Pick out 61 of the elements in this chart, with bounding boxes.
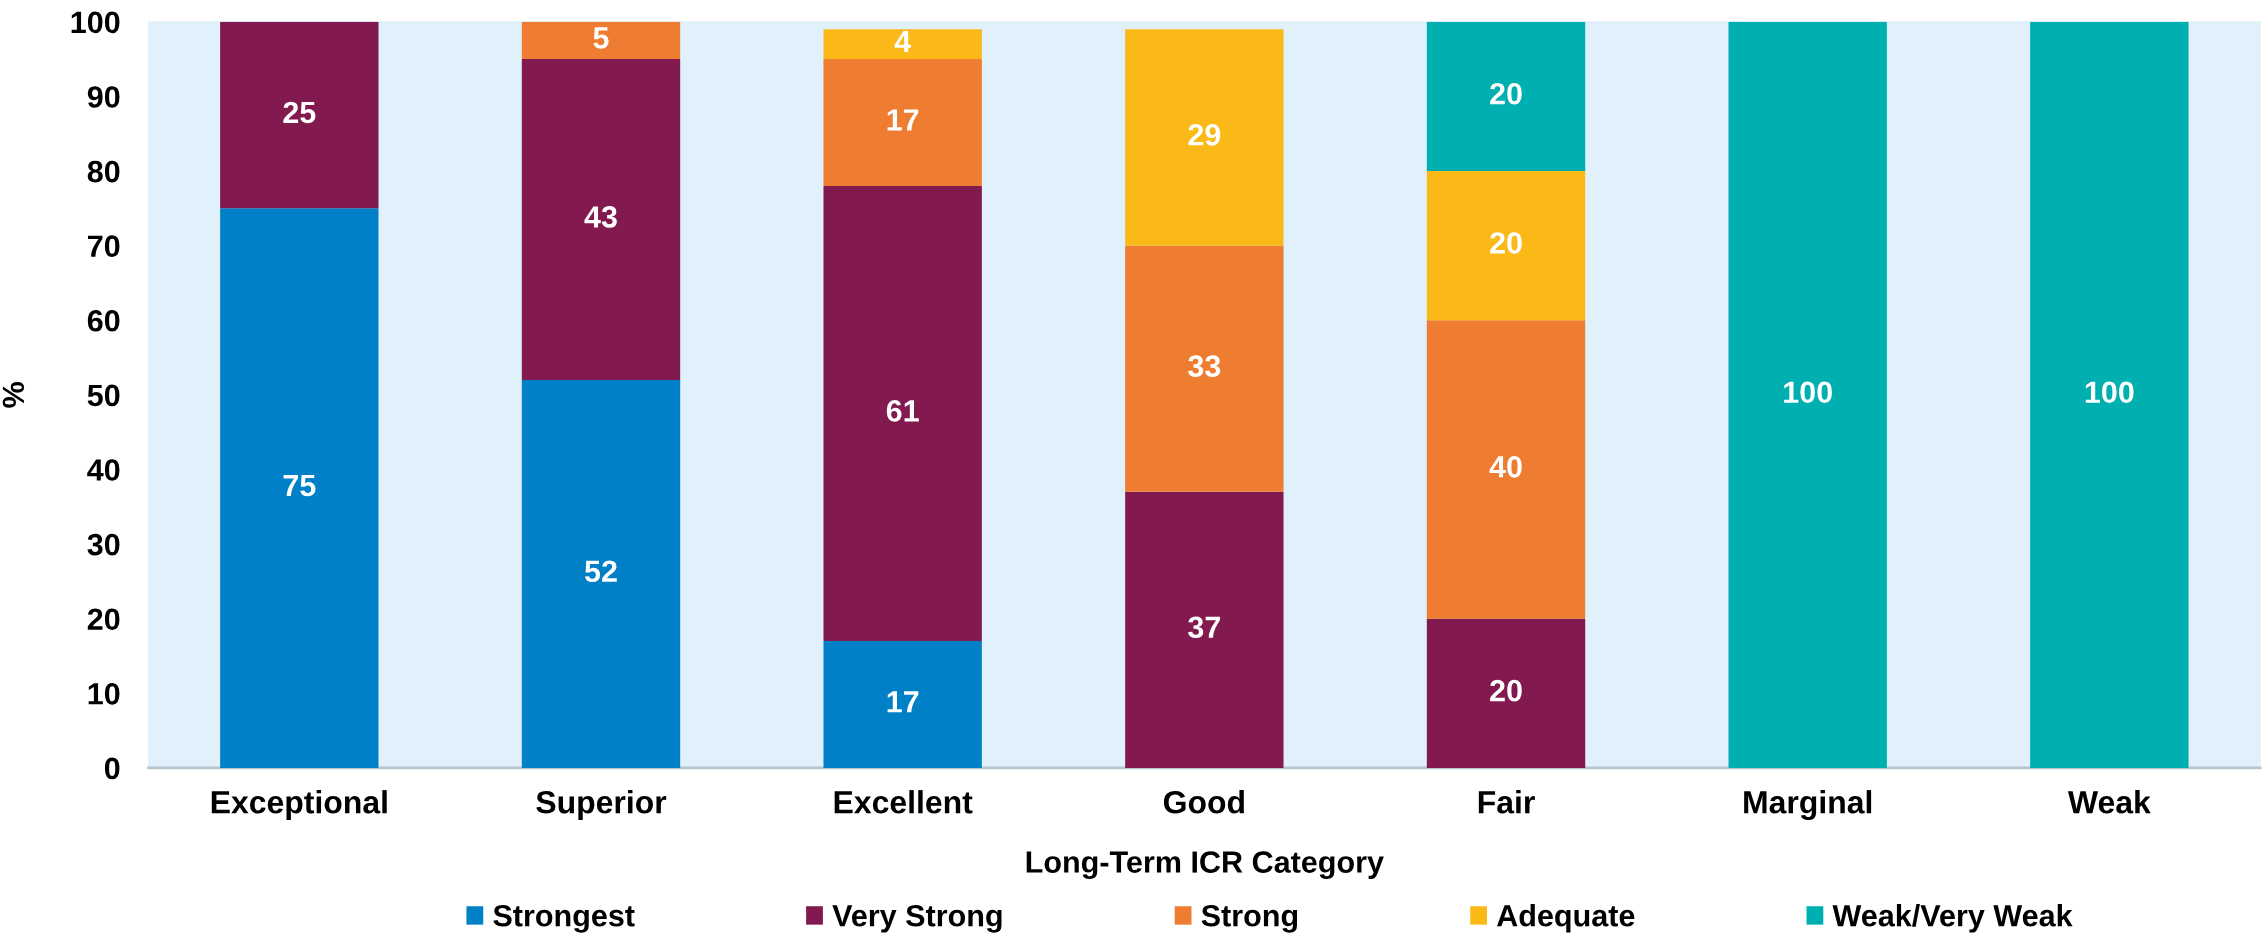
data-label: 33 [1188,355,1221,377]
data-label: 75 [283,474,316,497]
bar [2030,21,2189,768]
bar [1125,29,1284,246]
bar [823,185,982,642]
bar [1125,491,1284,768]
y-tick-label: 40 [87,459,120,481]
bar [220,21,379,209]
data-label: 17 [887,109,919,131]
legend-label: Strong [1201,904,1298,933]
y-tick-label: 10 [88,683,120,705]
data-label: 20 [1490,82,1522,105]
legend-label: Strongest [493,904,635,933]
bar [1426,320,1586,619]
data-label: 40 [1489,456,1522,478]
bar [1426,21,1586,172]
x-tick-label: Marginal [1744,790,1872,821]
bar [1728,21,1887,768]
bar [220,208,379,768]
x-tick-label: Superior [536,790,667,820]
y-tick-label: 90 [87,86,120,108]
data-label: 100 [1784,381,1832,404]
data-label: 29 [1188,124,1221,146]
x-tick-label: Excellent [834,790,973,814]
y-tick-label: 50 [87,384,120,407]
x-tick-label: Weak [2067,790,2151,814]
data-label: 20 [1490,232,1522,254]
data-label: 61 [886,400,919,422]
bar [823,641,982,768]
data-label: 4 [894,31,911,53]
legend-label: Very Strong [832,904,1002,933]
data-label: 37 [1188,616,1220,639]
data-label: 17 [887,691,919,713]
data-label: 43 [584,206,617,228]
bar [521,59,681,380]
data-label: 100 [2085,381,2134,404]
bar [1426,171,1586,321]
y-tick-label: 30 [87,533,120,556]
legend-label: Weak/Very Weak [1832,904,2073,933]
legend-label: Adequate [1496,904,1635,933]
bar [1426,618,1586,768]
x-axis-title: Long-Term ICR Category [1026,851,1384,880]
bar [1125,245,1284,492]
bar [521,379,681,768]
bar [823,29,982,60]
x-tick-label: Exceptional [211,790,387,820]
y-axis-title: % [2,382,25,408]
y-tick-label: 70 [88,235,120,257]
y-tick-label: 80 [87,160,120,183]
data-label: 20 [1490,679,1522,702]
y-tick-label: 0 [104,757,120,780]
x-tick-label: Fair [1478,790,1535,814]
data-label: 25 [283,101,316,124]
data-label: 52 [584,560,617,583]
x-tick-label: Good [1163,790,1244,814]
y-tick-label: 100 [71,11,120,34]
data-label: 5 [593,27,609,49]
bar [521,21,681,60]
bar [823,59,982,186]
y-tick-label: 20 [87,608,120,631]
y-tick-label: 60 [87,309,120,332]
